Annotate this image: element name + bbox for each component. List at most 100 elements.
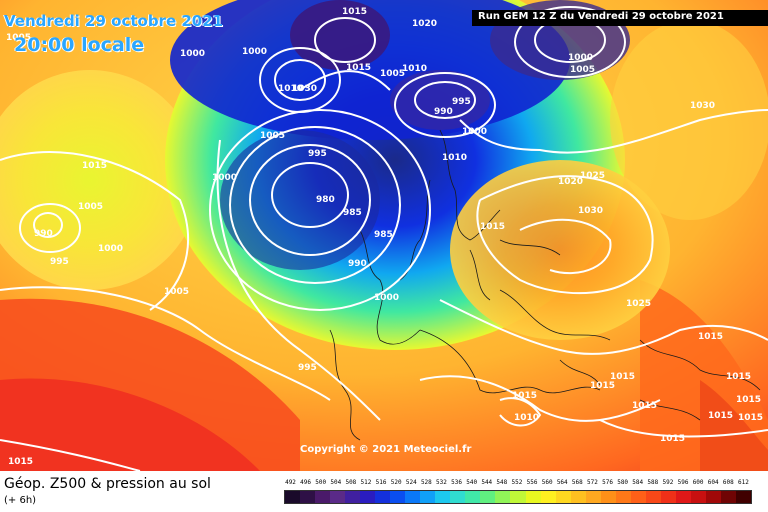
scale-swatch [465,491,481,503]
isobar-label: 1015 [736,395,761,405]
isobar-label: 1000 [180,49,205,59]
scale-swatch [450,491,466,503]
scale-tick-label: 592 [662,479,674,486]
scale-swatch [645,491,661,503]
scale-tick-label: 568 [571,479,583,486]
isobar-label: 1015 [708,411,733,421]
scale-tick-label: 564 [556,479,568,486]
isobar-label: 1015 [660,434,685,444]
scale-swatch [375,491,391,503]
isobar-label: 980 [316,195,335,205]
isobar-label: 1010 [514,413,539,423]
run-info-label: Run GEM 12 Z du Vendredi 29 octobre 2021 [478,11,724,22]
isobar-label: 1015 [512,391,537,401]
copyright-label: Copyright © 2021 Meteociel.fr [300,444,472,455]
isobar-label: 1015 [632,401,657,411]
scale-swatch [630,491,646,503]
scale-tick-label: 512 [360,479,372,486]
date-label: Vendredi 29 octobre 2021 [4,12,224,30]
scale-swatch [345,491,361,503]
scale-swatch [615,491,631,503]
scale-swatch [510,491,526,503]
scale-tick-label: 604 [707,479,719,486]
isobar-label: 990 [348,259,367,269]
scale-tick-label: 540 [466,479,478,486]
scale-swatch [705,491,721,503]
isobar-label: 1000 [98,244,123,254]
isobar-label: 1015 [342,7,367,17]
isobar-label: 990 [434,107,453,117]
isobar-label: 1005 [6,33,31,43]
isobar-label: 1010 [278,84,303,94]
isobar-label: 1020 [558,177,583,187]
isobar-label: 995 [308,149,327,159]
scale-tick-label: 588 [647,479,659,486]
isobar-label: 1000 [462,127,487,137]
isobar-label: 1015 [698,332,723,342]
scale-swatch [585,491,601,503]
isobar-label: 1030 [292,84,317,94]
color-scale-bar [284,490,752,504]
isobar-label: 1005 [570,65,595,75]
scale-tick-label: 492 [285,479,296,486]
scale-swatch [495,491,511,503]
scale-swatch [480,491,496,503]
local-time-label: 20:00 locale [14,34,145,56]
isobar-label: 1005 [164,287,189,297]
scale-swatch [390,491,406,503]
isobar-label: 1015 [480,222,505,232]
scale-tick-label: 532 [436,479,447,486]
scale-swatch [420,491,436,503]
scale-swatch [315,491,331,503]
scale-swatch [690,491,706,503]
scale-tick-label: 500 [315,479,327,486]
forecast-step: (+ 6h) [4,495,37,506]
scale-swatch [525,491,541,503]
scale-tick-label: 580 [617,479,629,486]
scale-tick-label: 508 [345,479,357,486]
isobar-label: 1030 [690,101,715,111]
isobar-label: 995 [452,97,471,107]
isobar-label: 1015 [726,372,751,382]
scale-swatch [540,491,556,503]
scale-tick-label: 528 [420,479,432,486]
isobar-label: 1000 [242,47,267,57]
scale-tick-label: 524 [405,479,417,486]
scale-tick-label: 560 [541,479,553,486]
isobar-label: 1020 [412,19,437,29]
isobar-label: 1005 [260,131,285,141]
isobar-label: 985 [374,230,393,240]
isobar-label: 1015 [590,381,615,391]
scale-tick-label: 556 [526,479,538,486]
isobar-label: 1010 [402,64,427,74]
scale-tick-label: 576 [602,479,613,486]
scale-swatch [675,491,691,503]
scale-tick-label: 584 [632,479,644,486]
scale-tick-label: 608 [722,479,734,486]
isobar-label: 1000 [374,293,399,303]
scale-tick-label: 520 [390,479,402,486]
isobar-label: 1015 [82,161,107,171]
scale-tick-label: 572 [587,479,598,486]
scale-tick-label: 504 [330,479,342,486]
isobar-label: 995 [298,363,317,373]
scale-swatch [720,491,736,503]
scale-swatch [735,491,751,503]
scale-tick-label: 552 [511,479,523,486]
isobar-label: 1005 [78,202,103,212]
isobar-label: 1000 [568,53,593,63]
scale-tick-label: 544 [481,479,493,486]
map-title: Géop. Z500 & pression au sol [4,476,211,492]
isobar-label: 1025 [626,299,651,309]
scale-swatch [285,491,301,503]
scale-swatch [330,491,346,503]
isobar-label: 990 [34,229,53,239]
scale-swatch [435,491,451,503]
scale-swatch [660,491,676,503]
isobar-label: 985 [343,208,362,218]
isobar-label: 1000 [212,173,237,183]
isobar-label: 1025 [580,171,605,181]
scale-swatch [570,491,586,503]
